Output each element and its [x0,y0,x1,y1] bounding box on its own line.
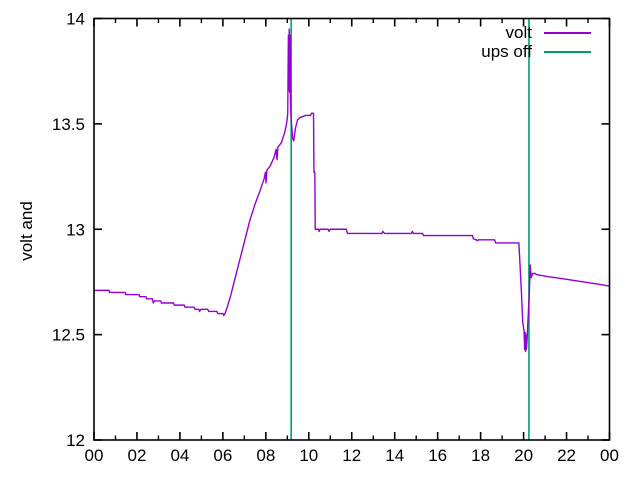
svg-text:00: 00 [600,446,619,465]
svg-text:06: 06 [213,446,232,465]
volt-series-line [93,28,611,353]
svg-text:22: 22 [557,446,576,465]
legend-item-ups-off: ups off [420,42,591,61]
svg-text:20: 20 [514,446,533,465]
svg-text:14: 14 [385,446,404,465]
svg-text:12.5: 12.5 [52,326,85,345]
x-axis-ticks [93,18,611,440]
svg-text:10: 10 [299,446,318,465]
svg-text:12: 12 [342,446,361,465]
ups-off-line-swatch [544,50,591,53]
legend-label-ups-off: ups off [481,42,532,61]
x-axis-labels: 00 02 04 06 08 10 12 14 16 18 20 22 00 [85,446,619,465]
svg-text:02: 02 [127,446,146,465]
svg-text:14: 14 [66,10,85,29]
y-axis-labels: 12 12.5 13 13.5 14 [52,10,85,451]
svg-text:12: 12 [66,431,85,450]
svg-text:13.5: 13.5 [52,115,85,134]
y-axis-title: volt and [17,201,36,261]
legend-item-volt: volt [420,23,591,42]
svg-text:00: 00 [85,446,104,465]
plot-border [93,17,611,441]
legend: volt ups off [420,23,591,61]
volt-line-swatch [544,31,591,34]
y-axis-ticks [94,17,610,441]
legend-label-volt: volt [505,23,532,42]
ups-off-event-lines [290,18,530,440]
svg-text:04: 04 [170,446,189,465]
svg-text:16: 16 [428,446,447,465]
svg-text:08: 08 [256,446,275,465]
svg-text:18: 18 [471,446,490,465]
svg-text:13: 13 [66,220,85,239]
